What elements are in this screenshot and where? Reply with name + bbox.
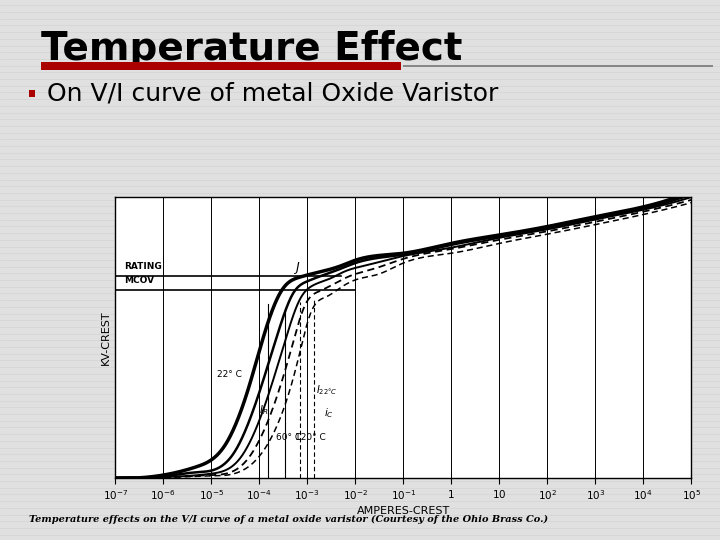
Bar (29, 90, 35, 97)
Text: On V/I curve of metal Oxide Varistor: On V/I curve of metal Oxide Varistor (47, 82, 498, 106)
Text: Temperature effects on the V/I curve of a metal oxide varistor (Courtesy of the : Temperature effects on the V/I curve of … (29, 515, 548, 524)
Text: 120° C: 120° C (294, 433, 325, 442)
Text: 22° C: 22° C (217, 370, 241, 379)
Text: $I_R$: $I_R$ (259, 403, 269, 417)
X-axis label: AMPERES-CREST: AMPERES-CREST (356, 507, 450, 516)
Text: $J$: $J$ (293, 260, 300, 275)
Text: Temperature Effect: Temperature Effect (41, 30, 462, 68)
Text: $i_C$: $i_C$ (323, 406, 333, 420)
Bar (403, 65, 713, 67)
Text: $I_{22°C}$: $I_{22°C}$ (315, 383, 337, 397)
Text: RATING: RATING (124, 262, 161, 271)
Text: MCOV: MCOV (124, 276, 154, 285)
Bar (41, 62, 401, 70)
Text: 60° C: 60° C (276, 433, 301, 442)
Y-axis label: KV-CREST: KV-CREST (101, 310, 111, 365)
